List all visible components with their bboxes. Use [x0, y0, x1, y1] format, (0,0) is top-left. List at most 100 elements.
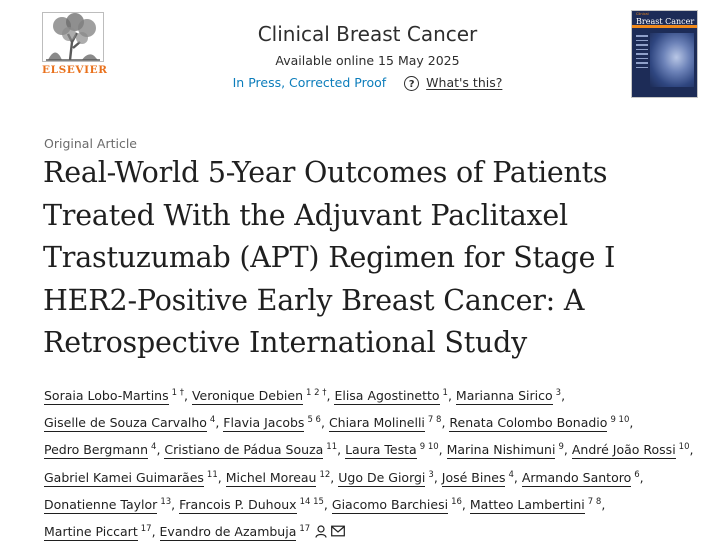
- author-link[interactable]: Giacomo Barchiesi 16,: [331, 496, 466, 514]
- author-separator: ,: [320, 415, 325, 431]
- author-affiliation: 12: [319, 469, 331, 480]
- author-name: Gabriel Kamei Guimarães: [44, 469, 204, 487]
- author-name: Elisa Agostinetto: [334, 388, 440, 405]
- author-link[interactable]: Chiara Molinelli 7 8,: [328, 415, 446, 433]
- cover-subtitle: Clinical: [636, 12, 649, 16]
- author-name: Chiara Molinelli: [328, 415, 425, 433]
- author-separator: ,: [337, 442, 342, 458]
- author-link[interactable]: José Bines 4,: [441, 469, 518, 487]
- author-separator: ,: [689, 442, 694, 458]
- author-separator: ,: [156, 442, 161, 458]
- author-affiliation: 1: [442, 388, 448, 398]
- person-icon[interactable]: [315, 525, 327, 538]
- author-separator: ,: [601, 496, 606, 512]
- author-separator: ,: [171, 496, 176, 512]
- author-affiliation: 11: [326, 442, 338, 453]
- article-status-row: In Press, Corrected Proof ? What's this?: [150, 75, 585, 91]
- envelope-icon[interactable]: [331, 525, 346, 537]
- author-affiliation: 16: [451, 496, 462, 507]
- article-title: Real-World 5-Year Outcomes of Patients T…: [43, 156, 616, 360]
- author-link[interactable]: Matteo Lambertini 7 8,: [469, 496, 606, 514]
- author-affiliation: 4: [508, 469, 514, 480]
- author-affiliation: 3: [428, 469, 434, 480]
- article-type: Original Article: [44, 136, 137, 151]
- corresponding-author-icons: [315, 525, 346, 538]
- journal-title-link[interactable]: Clinical Breast Cancer: [257, 22, 478, 46]
- author-name: Laura Testa: [345, 442, 417, 460]
- author-name: José Bines: [441, 469, 506, 487]
- author-separator: ,: [433, 469, 438, 485]
- author-name: Giacomo Barchiesi: [331, 496, 449, 514]
- author-affiliation: 17: [299, 524, 311, 535]
- author-separator: ,: [629, 415, 634, 431]
- author-separator: ,: [441, 415, 446, 431]
- author-link[interactable]: Marina Nishimuni 9,: [446, 442, 568, 460]
- author-separator: ,: [461, 496, 466, 512]
- author-affiliation: 11: [206, 469, 218, 480]
- elsevier-tree-icon: [42, 12, 104, 62]
- author-name: Armando Santoro: [521, 469, 632, 487]
- author-link[interactable]: Veronique Debien 1 2 †,: [191, 388, 331, 405]
- author-link[interactable]: Ugo De Giorgi 3,: [338, 469, 438, 487]
- journal-cover-thumbnail[interactable]: Clinical Breast Cancer: [632, 11, 697, 97]
- author-affiliation: 14 15: [299, 496, 324, 507]
- author-link[interactable]: Gabriel Kamei Guimarães 11,: [44, 469, 222, 487]
- author-name: Giselle de Souza Carvalho: [44, 415, 207, 433]
- author-affiliation: 4: [151, 442, 157, 453]
- author-affiliation: 1 †: [171, 388, 184, 398]
- author-link[interactable]: Donatienne Taylor 13,: [44, 496, 176, 514]
- cover-image: [650, 33, 694, 87]
- elsevier-logo[interactable]: [42, 12, 104, 76]
- author-link[interactable]: Marianna Sirico 3,: [455, 388, 565, 405]
- author-link[interactable]: Laura Testa 9 10,: [345, 442, 443, 460]
- question-circle-icon: ?: [404, 75, 420, 91]
- author-separator: ,: [639, 469, 644, 485]
- author-link[interactable]: Cristiano de Pádua Souza 11,: [164, 442, 342, 460]
- in-press-status-link[interactable]: In Press, Corrected Proof: [232, 75, 387, 90]
- author-name: Donatienne Taylor: [44, 496, 158, 514]
- author-link[interactable]: Michel Moreau 12,: [225, 469, 335, 487]
- author-affiliation: 9 10: [610, 415, 630, 426]
- author-separator: ,: [323, 496, 328, 512]
- author-link[interactable]: Renata Colombo Bonadio 9 10,: [449, 415, 634, 433]
- author-affiliation: 7 8: [587, 496, 602, 507]
- author-link[interactable]: Pedro Bergmann 4,: [44, 442, 161, 460]
- author-separator: ,: [217, 469, 222, 485]
- author-name: Renata Colombo Bonadio: [449, 415, 608, 433]
- author-link[interactable]: Flavia Jacobs 5 6,: [223, 415, 325, 433]
- author-link[interactable]: Soraia Lobo-Martins 1 †,: [44, 388, 188, 405]
- author-separator: ,: [151, 524, 156, 540]
- author-affiliation: 9: [558, 442, 564, 453]
- author-link[interactable]: Giselle de Souza Carvalho 4,: [44, 415, 220, 433]
- author-name: Soraia Lobo-Martins: [44, 388, 169, 405]
- author-link[interactable]: Martine Piccart 17,: [44, 524, 156, 542]
- author-name: Ugo De Giorgi: [338, 469, 426, 487]
- author-affiliation: 1 2 †: [306, 388, 327, 398]
- author-affiliation: 7 8: [427, 415, 442, 426]
- author-affiliation: 6: [634, 469, 640, 480]
- author-separator: ,: [183, 388, 188, 403]
- author-link[interactable]: Armando Santoro 6,: [521, 469, 644, 487]
- author-separator: ,: [330, 469, 335, 485]
- author-affiliation: 5 6: [307, 415, 321, 426]
- author-affiliation: 3: [555, 388, 562, 398]
- author-name: André João Rossi: [571, 442, 676, 460]
- author-link[interactable]: Elisa Agostinetto 1,: [334, 388, 452, 405]
- author-link[interactable]: André João Rossi 10,: [571, 442, 694, 460]
- author-separator: ,: [326, 388, 331, 403]
- author-separator: ,: [438, 442, 443, 458]
- author-link[interactable]: Francois P. Duhoux 14 15,: [179, 496, 328, 514]
- author-name: Veronique Debien: [191, 388, 303, 405]
- author-separator: ,: [215, 415, 220, 431]
- author-list: Soraia Lobo-Martins 1 †, Veronique Debien…: [44, 381, 694, 544]
- author-affiliation: 17: [140, 524, 152, 535]
- author-name: Evandro de Azambuja: [159, 524, 297, 542]
- author-affiliation: 4: [209, 415, 216, 426]
- whats-this-button[interactable]: ? What's this?: [404, 75, 502, 91]
- author-link[interactable]: Evandro de Azambuja 17: [159, 524, 346, 542]
- author-separator: ,: [563, 442, 568, 458]
- author-name: Martine Piccart: [44, 524, 138, 542]
- author-name: Marina Nishimuni: [446, 442, 556, 460]
- author-name: Francois P. Duhoux: [179, 496, 297, 514]
- author-name: Marianna Sirico: [455, 388, 553, 405]
